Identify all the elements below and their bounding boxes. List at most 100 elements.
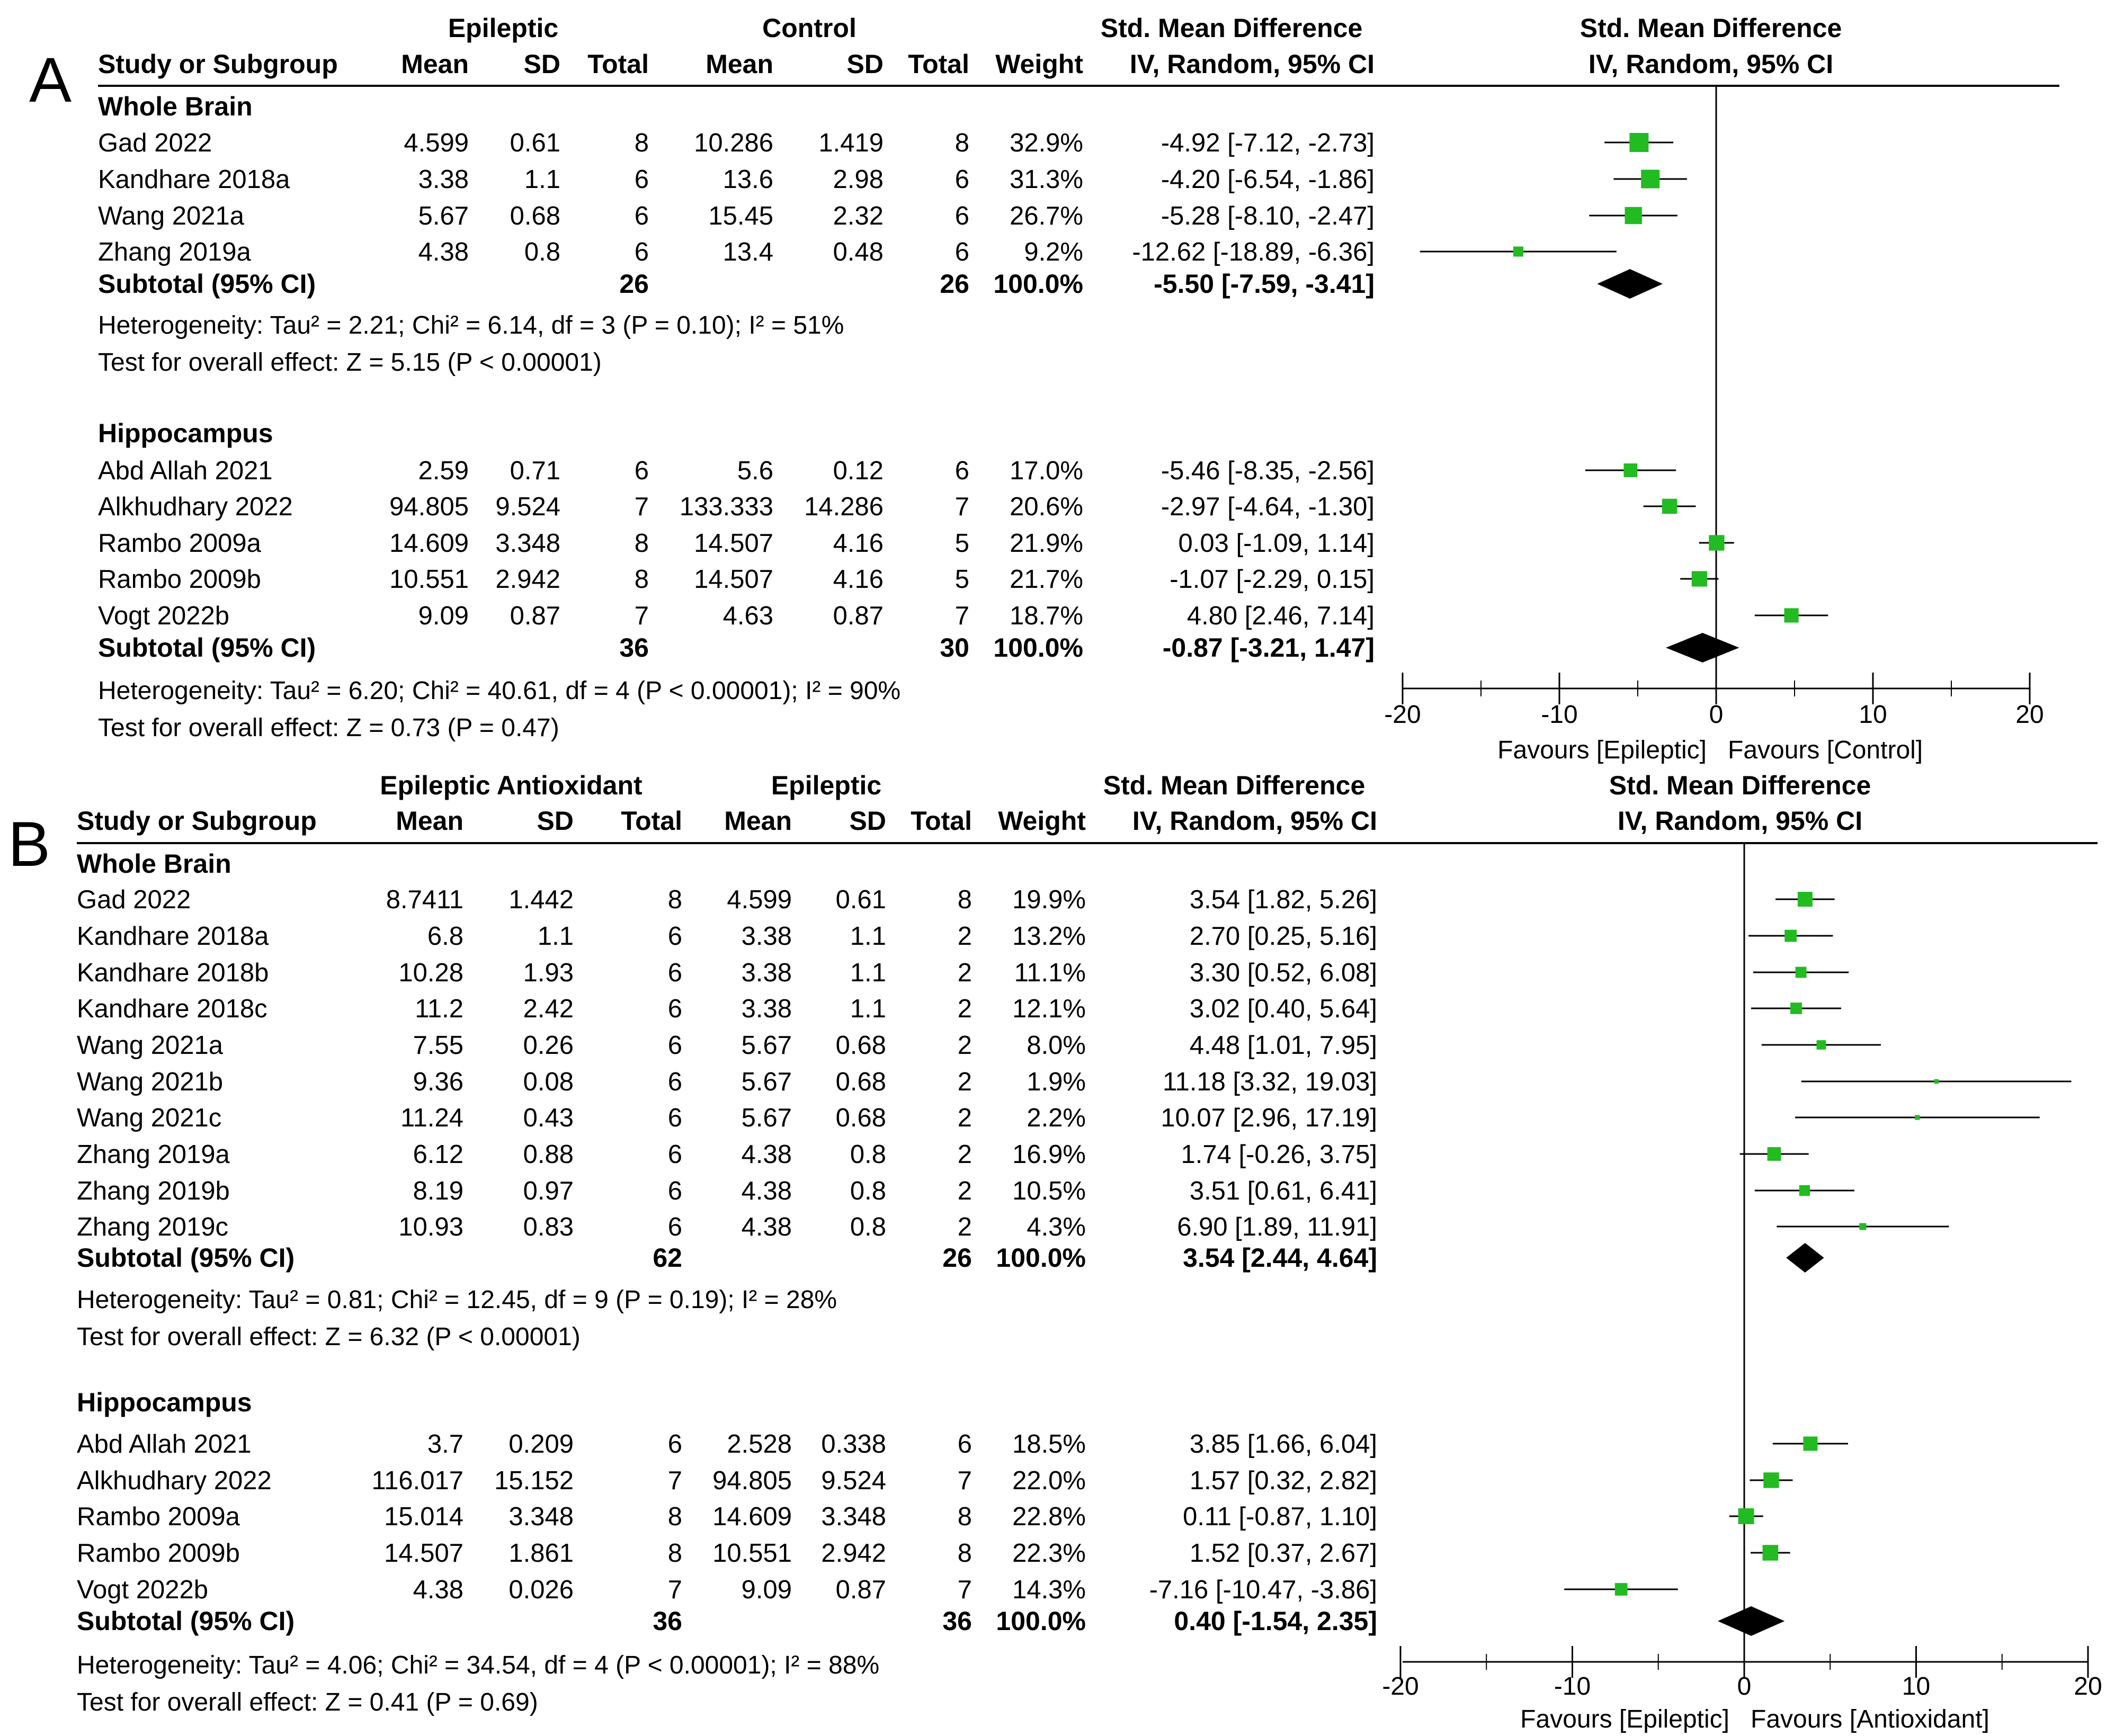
- cell-ci: 3.85 [1.66, 6.04]: [1190, 1430, 1377, 1458]
- cell-sd2: 0.87: [836, 1576, 886, 1604]
- effect-marker: [1799, 1185, 1810, 1196]
- cell-weight: 18.5%: [1012, 1430, 1086, 1458]
- cell-sd2: 0.338: [821, 1430, 886, 1458]
- x-tick-label: 20: [2074, 1672, 2102, 1701]
- cell-ci: 6.90 [1.89, 11.91]: [1177, 1213, 1377, 1241]
- column-header-n2: Total: [908, 49, 969, 79]
- cell-mean2: 9.09: [742, 1576, 792, 1604]
- effect-marker: [1795, 967, 1807, 978]
- subtotal-ci: -0.87 [-3.21, 1.47]: [1163, 633, 1375, 663]
- study-label: Wang 2021c: [77, 1104, 221, 1132]
- cell-sd2: 4.16: [833, 529, 884, 558]
- cell-sd2: 2.942: [821, 1539, 886, 1568]
- study-label: Vogt 2022b: [98, 602, 229, 630]
- cell-n2: 2: [958, 1140, 972, 1169]
- cell-sd1: 1.93: [523, 959, 574, 987]
- cell-sd2: 0.8: [850, 1177, 886, 1205]
- cell-sd1: 0.88: [523, 1140, 574, 1169]
- cell-mean2: 133.333: [680, 493, 773, 521]
- study-label: Rambo 2009b: [98, 565, 261, 594]
- heterogeneity-text: Heterogeneity: Tau² = 6.20; Chi² = 40.61…: [98, 677, 900, 705]
- cell-weight: 14.3%: [1012, 1576, 1086, 1604]
- cell-mean1: 9.36: [413, 1068, 463, 1096]
- plot-ci-header: IV, Random, 95% CI: [1589, 49, 1833, 79]
- study-label: Gad 2022: [98, 129, 212, 157]
- panel-letter: B: [8, 809, 50, 880]
- plot-ci-header: IV, Random, 95% CI: [1618, 806, 1862, 836]
- group-header-1: Epileptic Antioxidant: [380, 771, 642, 800]
- cell-ci: 0.03 [-1.09, 1.14]: [1179, 529, 1375, 558]
- cell-mean1: 5.67: [418, 202, 469, 230]
- cell-weight: 26.7%: [1010, 202, 1083, 230]
- cell-weight: 9.2%: [1024, 238, 1083, 266]
- cell-ci: 11.18 [3.32, 19.03]: [1163, 1068, 1377, 1096]
- cell-mean2: 4.63: [723, 602, 773, 630]
- column-header-sd2: SD: [847, 49, 884, 79]
- effect-marker: [1803, 1436, 1818, 1451]
- cell-n1: 8: [635, 129, 649, 157]
- study-label: Rambo 2009a: [98, 529, 262, 558]
- cell-weight: 16.9%: [1012, 1140, 1086, 1169]
- cell-sd1: 3.348: [495, 529, 560, 558]
- study-label: Zhang 2019c: [77, 1213, 228, 1241]
- cell-mean1: 7.55: [413, 1031, 463, 1060]
- cell-weight: 8.0%: [1027, 1031, 1086, 1060]
- subtotal-label: Subtotal (95% CI): [98, 269, 316, 299]
- heterogeneity-text: Heterogeneity: Tau² = 0.81; Chi² = 12.45…: [77, 1286, 837, 1314]
- cell-n2: 6: [955, 165, 969, 194]
- cell-weight: 2.2%: [1027, 1104, 1086, 1132]
- cell-mean1: 15.014: [384, 1502, 463, 1531]
- cell-weight: 10.5%: [1012, 1177, 1086, 1205]
- group-header-1: Epileptic: [448, 13, 558, 43]
- effect-marker: [1763, 1472, 1779, 1488]
- effect-marker: [1691, 571, 1707, 587]
- x-tick-label: 20: [2015, 701, 2043, 729]
- study-label: Vogt 2022b: [77, 1576, 208, 1604]
- overall-effect-text: Test for overall effect: Z = 6.32 (P < 0…: [77, 1323, 581, 1351]
- x-tick-label: -10: [1554, 1672, 1591, 1701]
- cell-weight: 22.8%: [1012, 1502, 1086, 1531]
- heterogeneity-text: Heterogeneity: Tau² = 4.06; Chi² = 34.54…: [77, 1651, 879, 1679]
- cell-sd1: 1.861: [508, 1539, 574, 1568]
- cell-n2: 5: [955, 565, 969, 594]
- cell-n2: 2: [958, 1177, 972, 1205]
- study-column-header: Study or Subgroup: [77, 806, 317, 836]
- cell-n1: 6: [668, 1031, 682, 1060]
- cell-sd2: 1.1: [850, 959, 886, 987]
- cell-n2: 6: [955, 202, 969, 230]
- favours-right-label: Favours [Antioxidant]: [1751, 1705, 1989, 1733]
- panel-b: B Epileptic Antioxidant Epileptic Std. Mean…: [8, 771, 2102, 1733]
- overall-effect-text: Test for overall effect: Z = 5.15 (P < 0…: [98, 348, 602, 377]
- cell-sd2: 1.1: [850, 922, 886, 951]
- cell-n1: 6: [635, 457, 649, 485]
- study-label: Rambo 2009b: [77, 1539, 240, 1568]
- cell-ci: 2.70 [0.25, 5.16]: [1190, 922, 1377, 951]
- cell-sd1: 3.348: [508, 1502, 574, 1531]
- cell-weight: 19.9%: [1012, 885, 1086, 914]
- subtotal-n1: 62: [653, 1243, 682, 1273]
- effect-marker: [1915, 1115, 1920, 1120]
- panel-letter: A: [29, 44, 72, 115]
- cell-sd1: 0.61: [510, 129, 560, 157]
- cell-mean2: 10.286: [694, 129, 773, 157]
- column-header-n1: Total: [621, 806, 682, 836]
- cell-n1: 7: [635, 602, 649, 630]
- effect-marker: [1859, 1223, 1867, 1230]
- cell-weight: 4.3%: [1027, 1213, 1086, 1241]
- cell-sd1: 0.43: [523, 1104, 574, 1132]
- cell-ci: -4.92 [-7.12, -2.73]: [1161, 129, 1375, 157]
- cell-sd2: 0.68: [836, 1031, 886, 1060]
- cell-n1: 6: [668, 1177, 682, 1205]
- cell-ci: 4.48 [1.01, 7.95]: [1190, 1031, 1377, 1060]
- ci-column-header: IV, Random, 95% CI: [1130, 49, 1375, 79]
- cell-ci: -5.46 [-8.35, -2.56]: [1161, 457, 1375, 485]
- pooled-diamond: [1786, 1243, 1824, 1273]
- cell-ci: 3.51 [0.61, 6.41]: [1190, 1177, 1377, 1205]
- cell-sd2: 0.61: [836, 885, 886, 914]
- study-label: Zhang 2019a: [98, 238, 252, 266]
- cell-n1: 6: [668, 1104, 682, 1132]
- cell-n1: 6: [635, 202, 649, 230]
- cell-n1: 7: [668, 1576, 682, 1604]
- study-label: Kandhare 2018a: [77, 922, 269, 951]
- effect-marker: [1784, 608, 1799, 623]
